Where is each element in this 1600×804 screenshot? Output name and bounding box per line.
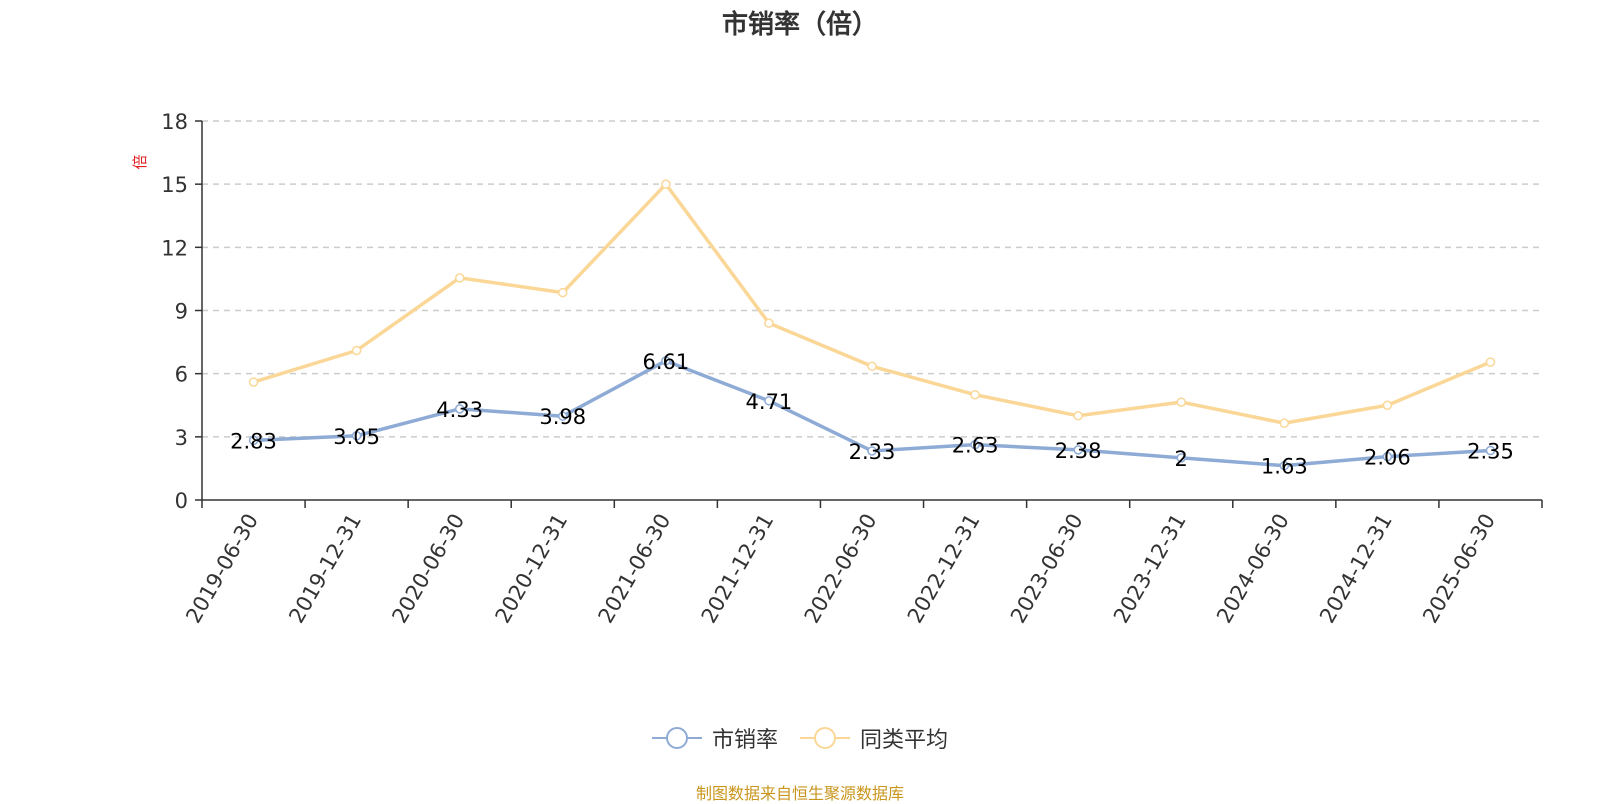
x-tick-label: 2023-06-30 [1006,510,1088,628]
legend-marker-icon [800,727,850,749]
data-label: 3.98 [539,405,586,429]
data-point [454,404,465,414]
series-lines [248,179,1496,471]
data-point [351,431,362,441]
data-label: 4.71 [746,390,793,414]
data-point [558,411,568,421]
x-tick-label: 2020-06-30 [387,510,469,628]
x-tick-label: 2022-06-30 [800,510,882,628]
legend-label: 市销率 [711,728,778,753]
data-point [1485,357,1496,367]
data-point [248,435,259,446]
data-label: 2.63 [952,434,999,458]
x-tick-label: 2021-06-30 [594,510,676,628]
grid-lines [202,120,1542,438]
legend-item-series-2[interactable]: 同类平均 [800,722,948,754]
data-label: 2 [1175,447,1188,471]
x-tick-label: 2024-12-31 [1315,510,1397,628]
data-point [1176,397,1186,407]
y-axis-unit: 倍 [131,154,149,169]
legend-marker-icon [651,727,702,749]
data-point [970,389,980,400]
data-point [661,179,671,189]
data-point [1382,451,1393,462]
data-label: 2.33 [849,440,896,464]
data-label: 2.83 [230,429,277,453]
data-label: 4.33 [436,398,483,422]
source-note: 制图数据来自恒生聚源数据库 [695,784,904,803]
data-point [764,396,774,406]
data-label: 1.63 [1261,455,1308,479]
x-tick-label: 2021-12-31 [697,510,779,628]
data-point [1279,460,1290,471]
line-chart: 0 3 6 9 12 15 18 倍 2019-06-30 2019-12-31 2020-06-3… [131,110,1543,628]
data-point [454,273,465,283]
data-point [351,345,362,356]
x-tick-label: 2020-12-31 [490,510,572,628]
series-line [253,182,1492,425]
data-label: 2.35 [1467,440,1514,464]
axes: 0 3 6 9 12 15 18 倍 2019-06-30 2019-12-31 2020-06-3… [131,110,1543,628]
data-point [764,318,774,328]
x-tick-label: 2019-06-30 [181,510,263,628]
data-point [661,356,671,366]
data-labels: 2.83 3.05 4.33 3.98 6.61 4.71 2.33 2.63 2.38 2 1.6… [230,350,1514,479]
data-point [970,439,980,450]
x-tick-label: 2023-12-31 [1109,510,1191,628]
y-tick-label: 9 [175,300,188,324]
x-tick-label: 2019-12-31 [284,510,366,628]
data-point [1279,418,1290,428]
y-tick-label: 15 [161,173,188,197]
data-point [867,446,877,456]
y-tick-label: 6 [175,363,188,387]
data-label: 3.05 [333,425,380,449]
data-label: 2.38 [1055,439,1102,463]
data-point [1073,411,1083,421]
legend: 市销率 同类平均 [0,722,1600,754]
legend-item-series-1[interactable]: 市销率 [651,722,778,754]
y-tick-label: 3 [175,426,188,450]
data-point [1073,445,1083,455]
data-point [248,377,259,387]
data-point [558,287,568,298]
data-point [867,361,877,372]
x-tick-label: 2024-06-30 [1212,510,1294,628]
y-tick-label: 12 [161,236,188,260]
y-tick-label: 0 [175,489,188,513]
y-tick-label: 18 [161,110,188,134]
data-label: 6.61 [642,350,689,374]
data-point [1176,453,1186,463]
x-tick-label: 2022-12-31 [903,510,985,628]
data-label: 2.06 [1364,446,1411,470]
data-point [1382,400,1393,410]
legend-label: 同类平均 [860,728,949,753]
x-tick-label: 2025-06-30 [1418,510,1500,628]
data-point [1485,445,1496,456]
chart-title: 市销率（倍） [721,10,878,40]
